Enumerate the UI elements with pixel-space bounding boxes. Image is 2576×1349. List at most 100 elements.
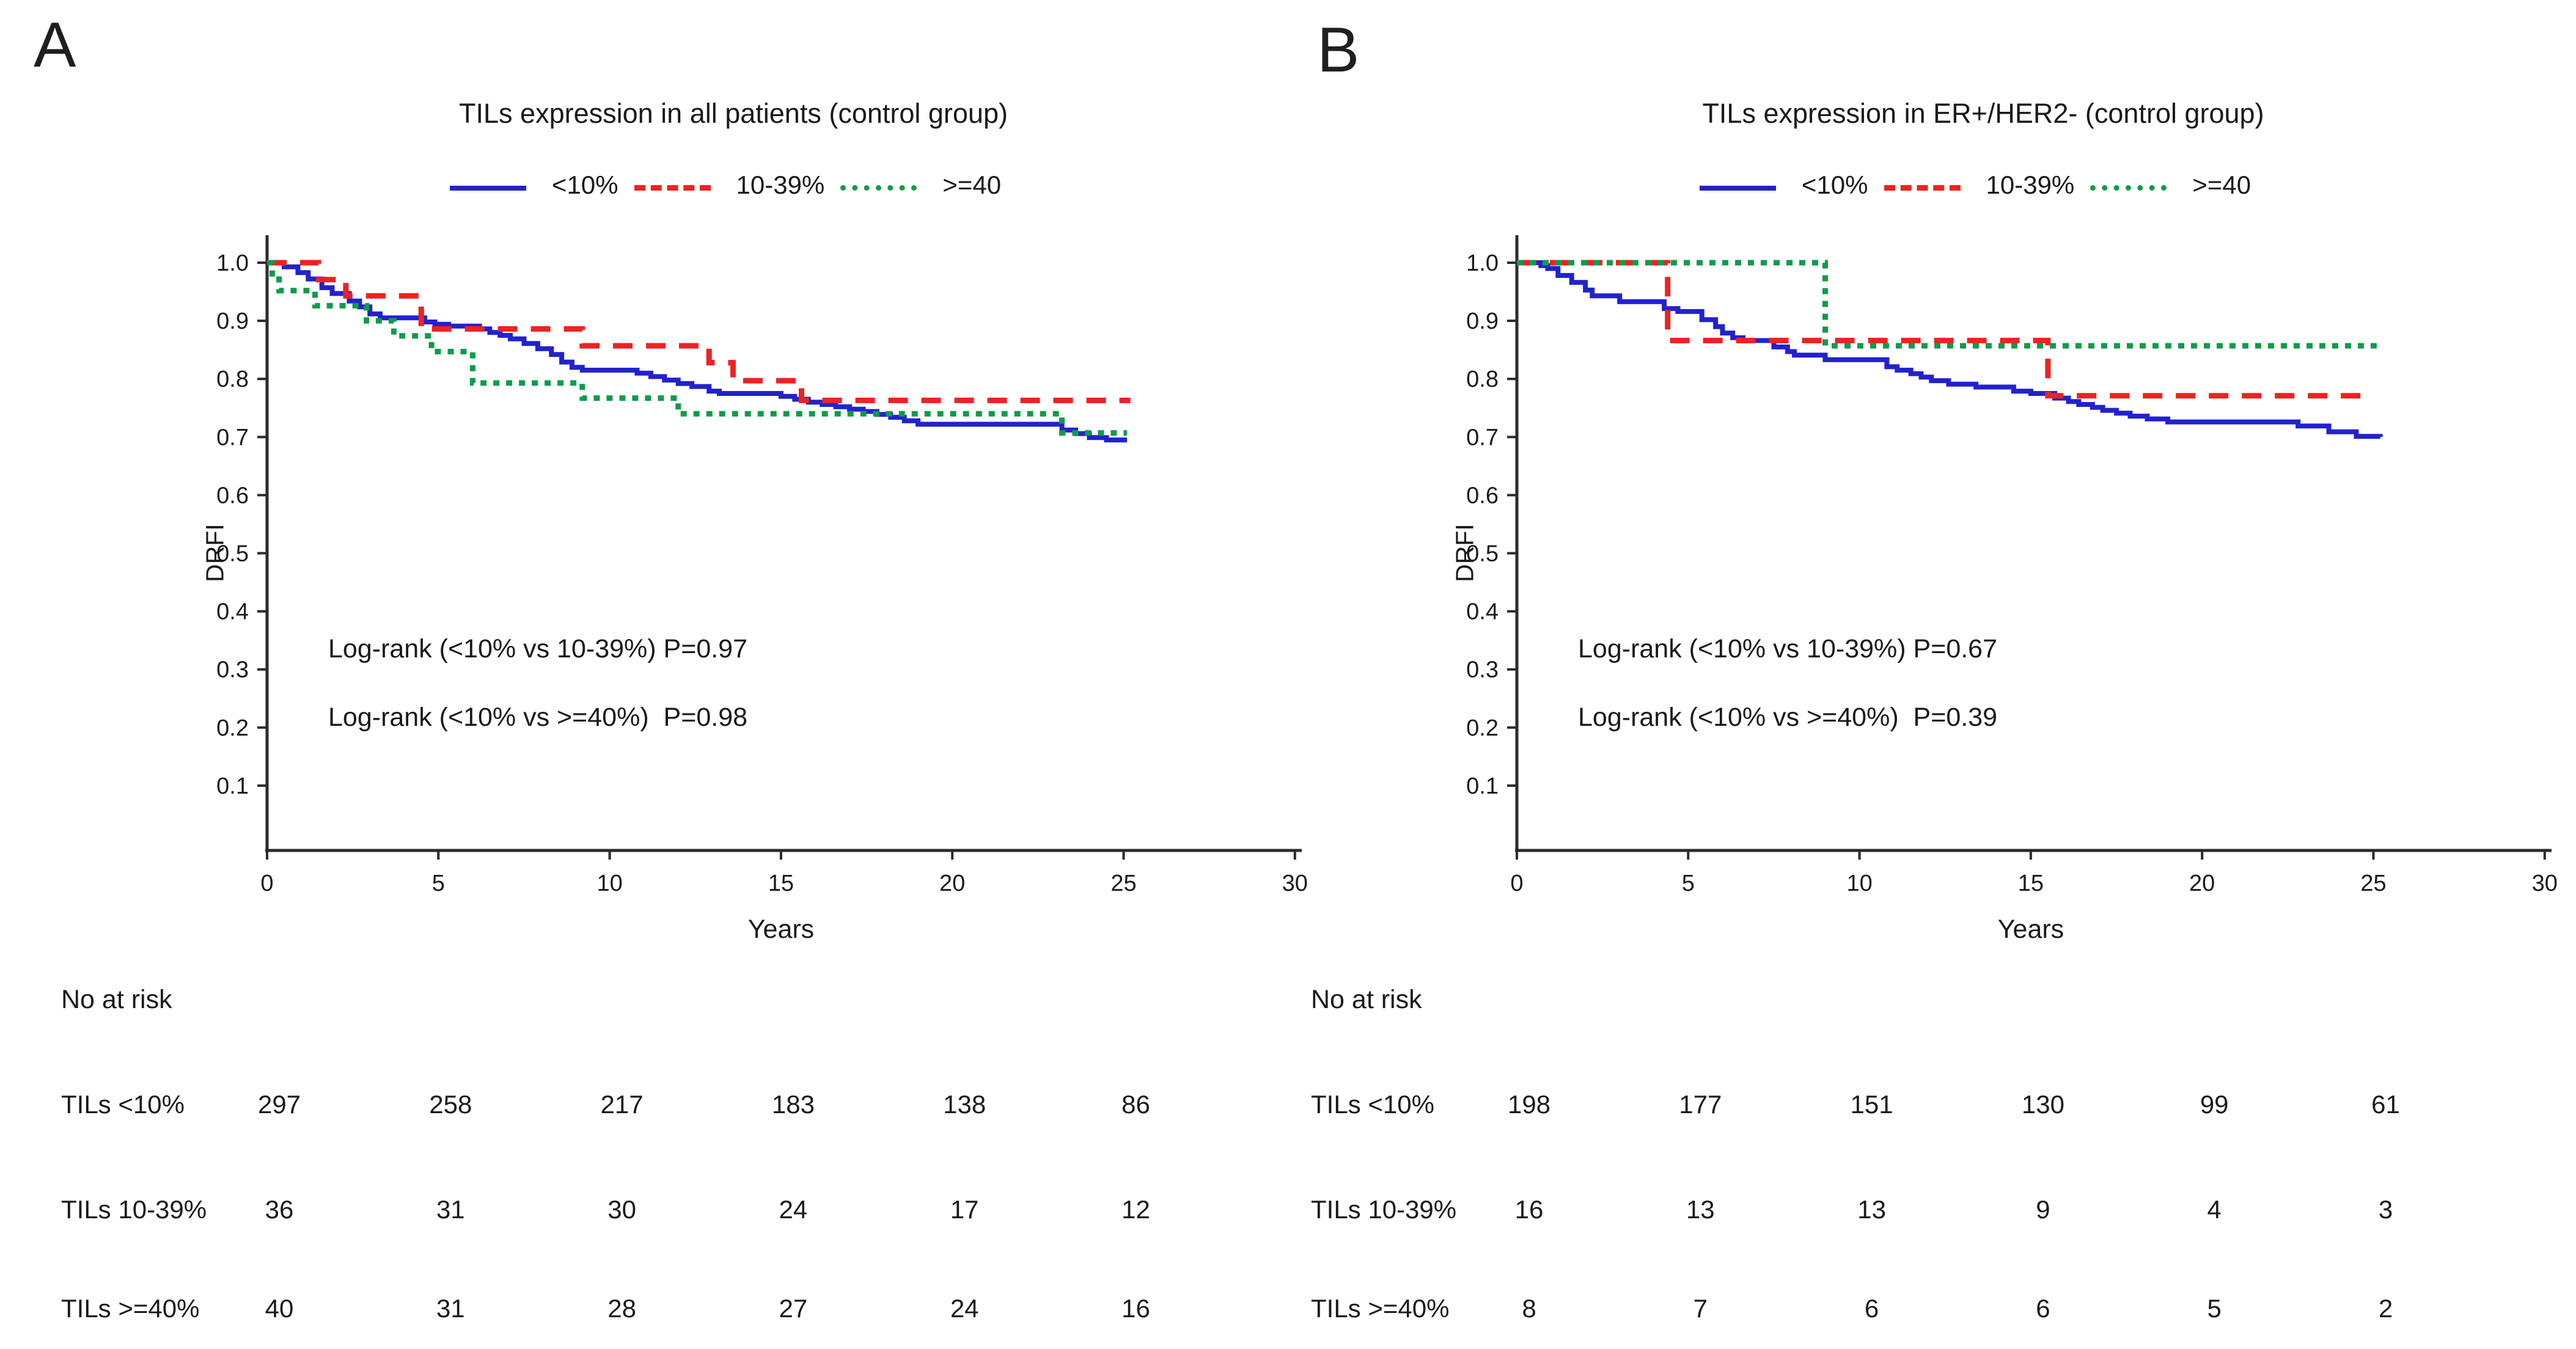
risk-count: 198: [1507, 1090, 1551, 1119]
risk-table-row: TILs >=40% 40 31 28 27 24 16: [0, 1294, 1326, 1331]
legend-line-dashed-icon: [1884, 185, 1961, 191]
x-tick-label: 25: [1110, 871, 1136, 896]
risk-count: 6: [1864, 1294, 1879, 1323]
risk-count: 36: [265, 1195, 294, 1224]
risk-count: 3: [2378, 1195, 2393, 1224]
risk-row-label: TILs 10-39%: [1311, 1195, 1457, 1224]
risk-count: 130: [2021, 1090, 2064, 1119]
risk-table-title: No at risk: [1311, 985, 1422, 1014]
risk-count: 16: [1514, 1195, 1544, 1224]
risk-table-row: TILs <10% 198 177 151 130 99 61: [1250, 1090, 2576, 1127]
x-tick-label: 30: [1282, 871, 1308, 896]
risk-table-title: No at risk: [61, 985, 172, 1014]
risk-count: 7: [1693, 1294, 1708, 1323]
x-tick-label: 15: [2018, 871, 2044, 896]
x-tick-label: 0: [1510, 871, 1523, 896]
y-tick-label: 0.9: [1466, 309, 1499, 334]
risk-count: 24: [779, 1195, 808, 1224]
panel-letter-a: A: [34, 10, 76, 81]
series-10-39%: [1517, 260, 2367, 399]
x-axis-label: Years: [1997, 915, 2064, 944]
y-tick-label: 0.7: [1466, 425, 1499, 450]
risk-count: 2: [2378, 1294, 2393, 1323]
x-tick-label: 10: [1846, 871, 1872, 896]
y-tick-label: 1.0: [1466, 250, 1499, 276]
risk-count: 217: [600, 1090, 644, 1119]
risk-count: 30: [607, 1195, 636, 1224]
series->=40: [267, 260, 1128, 436]
series->=40: [1517, 260, 2380, 349]
risk-count: 183: [771, 1090, 815, 1119]
y-tick-label: 0.2: [216, 715, 249, 741]
risk-count: 6: [2036, 1294, 2050, 1323]
y-tick-label: 0.8: [216, 367, 249, 392]
y-tick-label: 0.5: [216, 541, 249, 567]
y-tick-label: 0.6: [216, 483, 249, 508]
km-plot: 1.0 0.9 0.8 0.7 0.6 0.5 0.4 0.3 0.2 0.1 0 5 10 15 20 25…: [1466, 235, 2558, 896]
panel-letter-b: B: [1317, 15, 1360, 86]
legend-line-dashed-icon: [634, 185, 711, 191]
logrank-annotation: Log-rank (<10% vs 10-39%) P=0.97: [328, 634, 748, 664]
legend-line-dotted-icon: [840, 185, 917, 191]
logrank-annotation: Log-rank (<10% vs >=40%) P=0.98: [328, 703, 748, 732]
y-tick-label: 0.1: [1466, 773, 1499, 799]
x-tick-label: 15: [768, 871, 794, 896]
y-tick-label: 0.6: [1466, 483, 1499, 508]
x-tick-label: 0: [260, 871, 273, 896]
legend-line-dotted-icon: [2090, 185, 2167, 191]
series-10-39%: [267, 260, 1131, 403]
risk-count: 27: [779, 1294, 808, 1323]
risk-count: 17: [950, 1195, 979, 1224]
risk-table-row: TILs 10-39% 36 31 30 24 17 12: [0, 1195, 1326, 1232]
risk-table-row: TILs >=40% 8 7 6 6 5 2: [1250, 1294, 2576, 1331]
risk-count: 28: [607, 1294, 636, 1323]
risk-count: 40: [265, 1294, 294, 1323]
y-tick-label: 0.9: [216, 309, 249, 334]
risk-count: 151: [1850, 1090, 1893, 1119]
risk-count: 13: [1857, 1195, 1886, 1224]
risk-table-row: TILs 10-39% 16 13 13 9 4 3: [1250, 1195, 2576, 1232]
risk-count: 86: [1121, 1090, 1150, 1119]
legend-line-solid-icon: [1699, 186, 1776, 191]
legend-line-solid-icon: [449, 186, 526, 191]
y-tick-label: 0.4: [1466, 599, 1499, 625]
risk-row-label: TILs <10%: [1311, 1090, 1434, 1119]
risk-row-label: TILs <10%: [61, 1090, 185, 1119]
y-tick-label: 0.1: [216, 773, 249, 799]
x-tick-label: 20: [2189, 871, 2215, 896]
x-tick-label: 30: [2532, 871, 2558, 896]
chart-title: TILs expression in all patients (control…: [459, 98, 1008, 129]
y-tick-label: 0.4: [216, 599, 249, 625]
y-tick-label: 0.3: [1466, 657, 1499, 683]
chart-title: TILs expression in ER+/HER2- (control gr…: [1702, 98, 2264, 129]
logrank-annotation: Log-rank (<10% vs >=40%) P=0.39: [1578, 703, 1998, 732]
series-<10%: [1517, 260, 2383, 439]
x-tick-label: 10: [596, 871, 622, 896]
logrank-annotation: Log-rank (<10% vs 10-39%) P=0.67: [1578, 634, 1998, 664]
risk-row-label: TILs >=40%: [61, 1294, 200, 1323]
legend-label: <10%: [551, 170, 618, 199]
risk-count: 31: [436, 1294, 465, 1323]
legend-label: 10-39%: [736, 170, 825, 199]
risk-count: 31: [436, 1195, 465, 1224]
risk-count: 258: [429, 1090, 472, 1119]
risk-count: 16: [1121, 1294, 1150, 1323]
risk-count: 13: [1686, 1195, 1715, 1224]
y-tick-label: 1.0: [216, 250, 249, 276]
risk-count: 4: [2207, 1195, 2222, 1224]
x-tick-label: 20: [939, 871, 965, 896]
risk-count: 297: [257, 1090, 301, 1119]
risk-row-label: TILs >=40%: [1311, 1294, 1450, 1323]
panel-b: B TILs expression in ER+/HER2- (control …: [1250, 0, 2576, 1349]
legend-label: <10%: [1801, 170, 1868, 199]
y-tick-label: 0.5: [1466, 541, 1499, 567]
x-axis-label: Years: [747, 915, 815, 944]
risk-table-row: TILs <10% 297 258 217 183 138 86: [0, 1090, 1326, 1127]
legend-label: >=40: [2192, 170, 2251, 199]
legend-label: >=40: [942, 170, 1002, 199]
risk-count: 24: [950, 1294, 979, 1323]
risk-count: 9: [2036, 1195, 2050, 1224]
risk-count: 177: [1679, 1090, 1722, 1119]
x-tick-label: 5: [432, 871, 445, 896]
